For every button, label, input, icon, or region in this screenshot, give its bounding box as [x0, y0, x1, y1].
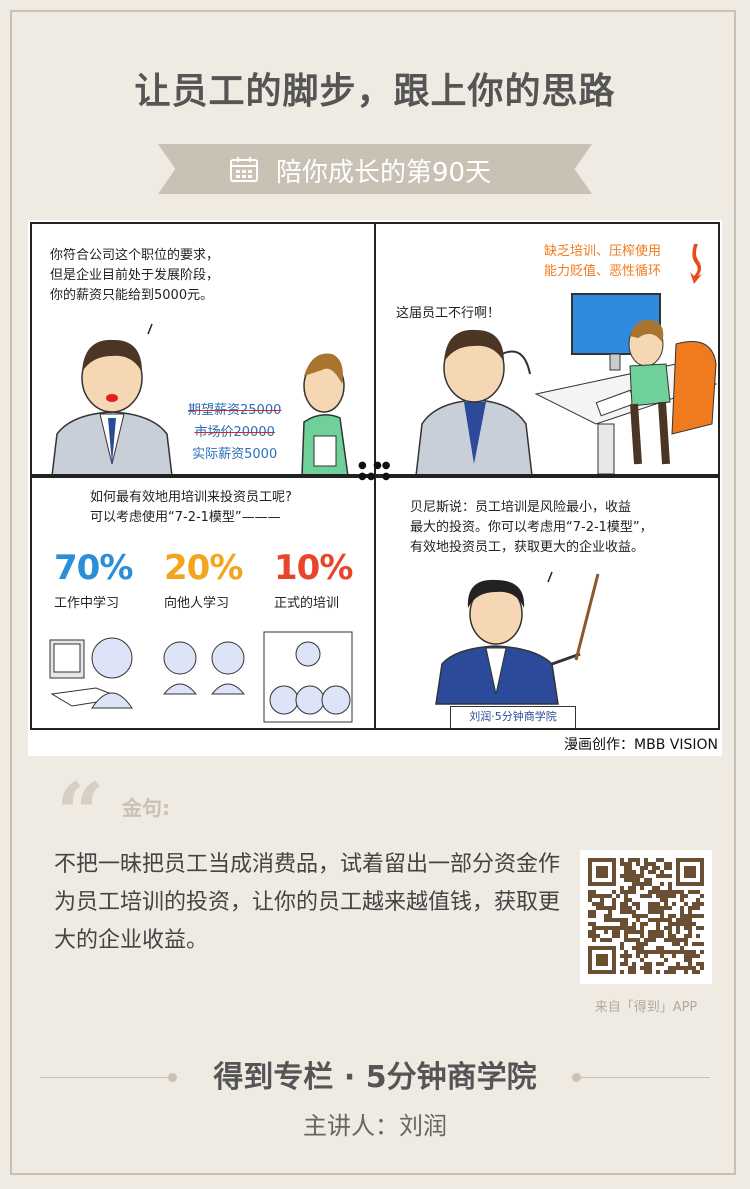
label-peer-learning: 向他人学习 [164, 596, 230, 611]
panel1-speech: 你符合公司这个职位的要求， 但是企业目前处于发展阶段， 你的薪资只能给到5000… [50, 246, 219, 306]
calendar-icon [230, 157, 258, 182]
qr-caption: 来自「得到」APP [594, 1000, 698, 1015]
panel2-note: 缺乏培训、压榨使用 能力贬值、恶性循环 [544, 242, 661, 282]
lecturer-sign: 刘润·5分钟商学院 [450, 706, 576, 728]
pct-70: 70% [54, 548, 133, 588]
pct-20: 20% [164, 548, 243, 588]
quote-label: 金句: [122, 796, 170, 820]
worried-boss-illustration [415, 293, 718, 474]
speech-line: 但是企业目前处于发展阶段， [50, 268, 220, 283]
panel-divider-dots: ● ●● ●● ● [358, 460, 391, 482]
panel3-speech: 如何最有效地用培训来投资员工呢? 可以考虑使用“7-2-1模型”——— [90, 488, 292, 528]
pct-10: 10% [274, 548, 353, 588]
panel2-speech: 这届员工不行啊！ [396, 306, 501, 321]
comic-panel-2: 缺乏培训、压榨使用 能力贬值、恶性循环 这届员工不行啊！ [374, 222, 720, 476]
boss-and-employee-illustration [51, 323, 349, 474]
comic-strip: 你符合公司这个职位的要求， 但是企业目前处于发展阶段， 你的薪资只能给到5000… [28, 220, 722, 756]
learning-modes-illustration [49, 631, 353, 723]
label-formal-training: 正式的培训 [274, 596, 340, 611]
footer-dot-right [572, 1073, 581, 1082]
comic-panel-4: 贝尼斯说：员工培训是风险最小，收益 最大的投资。你可以考虑用“7-2-1模型”，… [374, 476, 720, 730]
speech-line: 贝尼斯说：员工培训是风险最小，收益 [410, 500, 632, 515]
market-salary: 市场价20000 [194, 425, 275, 440]
actual-salary: 实际薪资5000 [192, 447, 278, 462]
quote-text: 不把一昧把员工当成消费品，试着留出一部分资金作为员工培训的投资，让你的员工越来越… [54, 852, 561, 953]
quote-mark-icon: “ [56, 764, 105, 863]
comic-credit: 漫画创作：MBB VISION [564, 737, 718, 753]
qr-code [580, 850, 712, 984]
speech-line: 最大的投资。你可以考虑用“7-2-1模型”， [410, 520, 653, 535]
page-title: 让员工的脚步，跟上你的思路 [134, 71, 616, 112]
expected-salary: 期望薪资25000 [188, 403, 282, 418]
page-border [10, 10, 736, 1175]
footer-divider-right [580, 1077, 710, 1078]
speech-line: 你的薪资只能给到5000元。 [50, 288, 214, 303]
footer-subtitle: 主讲人：刘润 [303, 1112, 447, 1140]
footer-divider-left [40, 1077, 170, 1078]
speech-line: 可以考虑使用“7-2-1模型”——— [90, 510, 281, 525]
lecturer-illustration [435, 571, 600, 705]
speech-line: 你符合公司这个职位的要求， [50, 248, 220, 263]
panel4-speech: 贝尼斯说：员工培训是风险最小，收益 最大的投资。你可以考虑用“7-2-1模型”，… [410, 498, 653, 558]
ribbon-label: 陪你成长的第90天 [276, 158, 492, 188]
footer-dot-left [168, 1073, 177, 1082]
speech-line: 有效地投资员工，获取更大的企业收益。 [410, 540, 645, 555]
down-arrow-icon [690, 244, 702, 284]
label-work-learning: 工作中学习 [54, 596, 120, 611]
footer-title: 得到专栏 · 5分钟商学院 [213, 1060, 537, 1095]
salary-notes: 期望薪资25000 市场价20000 实际薪资5000 [188, 400, 281, 466]
comic-panel-3: 如何最有效地用培训来投资员工呢? 可以考虑使用“7-2-1模型”——— 70% … [30, 476, 376, 730]
note-line: 缺乏培训、压榨使用 [544, 244, 662, 259]
comic-panel-1: 你符合公司这个职位的要求， 但是企业目前处于发展阶段， 你的薪资只能给到5000… [30, 222, 376, 476]
day-ribbon: 陪你成长的第90天 [158, 144, 592, 194]
note-line: 能力贬值、恶性循环 [544, 264, 662, 279]
speech-line: 如何最有效地用培训来投资员工呢? [90, 490, 292, 505]
